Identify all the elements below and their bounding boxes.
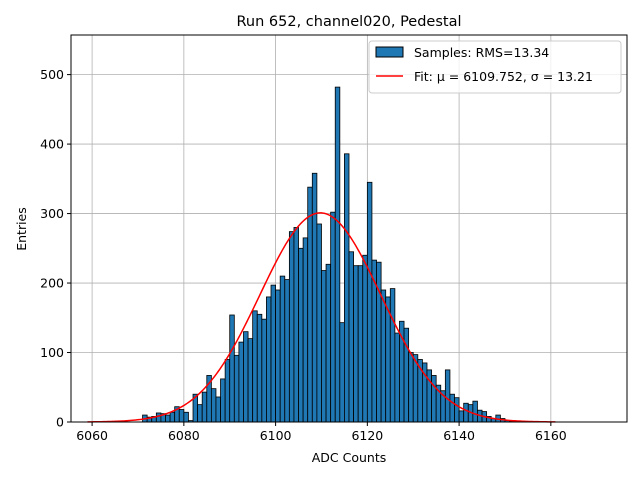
histogram-bar (279, 275, 286, 423)
histogram-bar (261, 318, 267, 423)
histogram-bar (463, 402, 469, 423)
histogram-bar (316, 223, 322, 423)
histogram-bar (288, 231, 295, 423)
histogram-bar (458, 410, 465, 423)
histogram-bar (298, 247, 304, 423)
histogram-bar (472, 400, 478, 423)
histogram-bar (431, 375, 437, 423)
y-tick-label: 300 (40, 206, 64, 221)
legend: Samples: RMS=13.34 Fit: μ = 6109.752, σ … (368, 40, 622, 94)
histogram-bar (454, 397, 460, 423)
histogram-bar (325, 263, 332, 423)
fit-curve (87, 212, 556, 423)
x-tick-label: 6140 (443, 428, 475, 443)
histogram-bar (252, 310, 258, 423)
histogram-bar (311, 172, 318, 423)
y-tick-label: 500 (40, 67, 64, 82)
y-tick-label: 100 (40, 345, 64, 360)
histogram-bar (302, 237, 309, 423)
histogram-bar (307, 186, 313, 423)
histogram-bar (266, 296, 272, 423)
histogram-bar (284, 279, 290, 423)
histogram-bar (380, 289, 387, 423)
histogram-bar (344, 153, 350, 423)
histogram-bar (362, 254, 368, 423)
plot-frame (70, 34, 628, 423)
histogram-bar (201, 391, 208, 423)
x-tick-label: 6060 (76, 428, 108, 443)
histogram-bar (210, 388, 217, 423)
histogram-bar (357, 265, 364, 423)
legend-box (368, 40, 622, 94)
x-tick-label: 6080 (168, 428, 200, 443)
histogram-bar (270, 284, 277, 423)
histogram-bar (275, 289, 281, 423)
histogram-bar (215, 396, 221, 423)
histogram-bar (247, 338, 254, 423)
histogram-bar (330, 211, 336, 423)
histogram-bar (155, 412, 162, 423)
chart-title: Run 652, channel020, Pedestal (236, 14, 461, 30)
histogram-bar (385, 296, 391, 423)
y-axis-label: Entries (14, 207, 29, 251)
histogram-bar (178, 409, 185, 423)
histogram-bar (408, 352, 414, 423)
histogram-bar (389, 288, 396, 423)
legend-fit-label: Fit: μ = 6109.752, σ = 13.21 (414, 69, 593, 84)
histogram-bar (394, 332, 400, 423)
histogram-bar (339, 322, 345, 423)
histogram-bar (321, 270, 327, 423)
y-axis-ticks: 0 100 200 300 400 500 (40, 67, 71, 430)
histogram-bar (183, 411, 189, 423)
legend-samples-swatch (375, 46, 404, 58)
histogram-bar (293, 227, 299, 423)
x-tick-label: 6100 (260, 428, 292, 443)
x-axis-label: ADC Counts (312, 450, 387, 465)
histogram-bar (197, 404, 203, 423)
histogram-bar (238, 341, 244, 423)
histogram-bar (348, 251, 354, 423)
histogram-bar (169, 411, 176, 423)
histogram-bar (444, 369, 451, 423)
histogram-bar (366, 181, 373, 423)
y-tick-label: 400 (40, 137, 64, 152)
x-axis-ticks: 6060 6080 6100 6120 6140 6160 (76, 422, 567, 443)
histogram-bar (233, 354, 240, 423)
histogram-bar (224, 359, 231, 423)
histogram-bar (334, 86, 341, 423)
histogram-bar (220, 378, 226, 423)
histogram-bar (256, 313, 263, 423)
y-tick-label: 0 (56, 415, 64, 430)
x-tick-label: 6120 (351, 428, 383, 443)
histogram-bar (229, 314, 235, 423)
legend-samples-label: Samples: RMS=13.34 (414, 45, 549, 60)
histogram-bar (243, 331, 249, 423)
histogram-bar (449, 393, 455, 423)
histogram-bar (165, 414, 171, 423)
y-tick-label: 200 (40, 276, 64, 291)
x-tick-label: 6160 (535, 428, 567, 443)
histogram-bar (353, 265, 359, 423)
